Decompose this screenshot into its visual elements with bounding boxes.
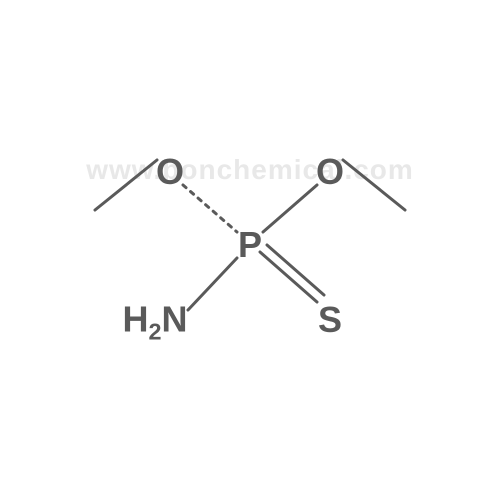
bond-line [188, 258, 237, 310]
atom-label-O2: O [316, 151, 344, 193]
bond-line [263, 185, 317, 232]
bond-line [260, 252, 317, 302]
atom-label-S: S [318, 299, 342, 341]
diagram-canvas: www.bonchemical.com OOPH2NS [0, 0, 500, 500]
bond-line [183, 185, 237, 232]
atom-label-P: P [238, 224, 262, 266]
atom-label-N: H2N [122, 298, 187, 345]
bond-line [267, 245, 324, 295]
atom-label-O1: O [156, 151, 184, 193]
bond-line [343, 160, 405, 210]
bond-line [95, 160, 157, 210]
